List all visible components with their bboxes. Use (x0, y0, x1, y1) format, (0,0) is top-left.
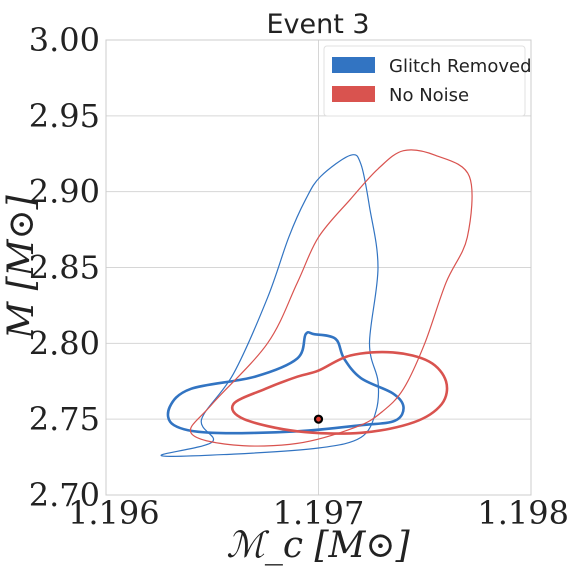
contour-no-noise-outer (189, 149, 473, 447)
legend-swatch-glitch-removed (332, 57, 375, 73)
x-axis-label: ℳ_c [M⊙] (226, 525, 410, 566)
contour-glitch-removed-inner (166, 330, 405, 435)
x-tick-label: 1.197 (273, 494, 365, 532)
y-tick-label: 2.70 (29, 476, 100, 514)
markers (313, 414, 324, 424)
contours (160, 149, 473, 457)
y-tick-label: 2.95 (29, 97, 100, 135)
legend-label-glitch-removed: Glitch Removed (389, 56, 532, 77)
y-tick-label: 2.75 (29, 400, 100, 438)
contour-glitch-removed-outer (160, 154, 380, 457)
y-tick-label: 3.00 (29, 21, 100, 59)
chart-title: Event 3 (266, 9, 369, 40)
legend-label-no-noise: No Noise (389, 85, 469, 106)
legend-swatch-no-noise (332, 86, 375, 102)
true-value-marker (313, 414, 324, 424)
x-tick-labels: 1.196 1.197 1.198 (68, 494, 569, 532)
y-axis-label: M [M⊙] (1, 194, 42, 339)
x-tick-label: 1.196 (68, 494, 160, 532)
legend: Glitch Removed No Noise (323, 45, 532, 117)
y-tick-labels: 2.70 2.75 2.80 2.85 2.90 2.95 3.00 (29, 21, 100, 514)
plot-frame (105, 39, 532, 496)
y-tick-label: 2.80 (29, 324, 100, 362)
y-tick-label: 2.85 (29, 249, 100, 287)
contour-no-noise-inner (230, 350, 449, 435)
x-tick-label: 1.198 (477, 494, 569, 532)
y-tick-label: 2.90 (29, 173, 100, 211)
